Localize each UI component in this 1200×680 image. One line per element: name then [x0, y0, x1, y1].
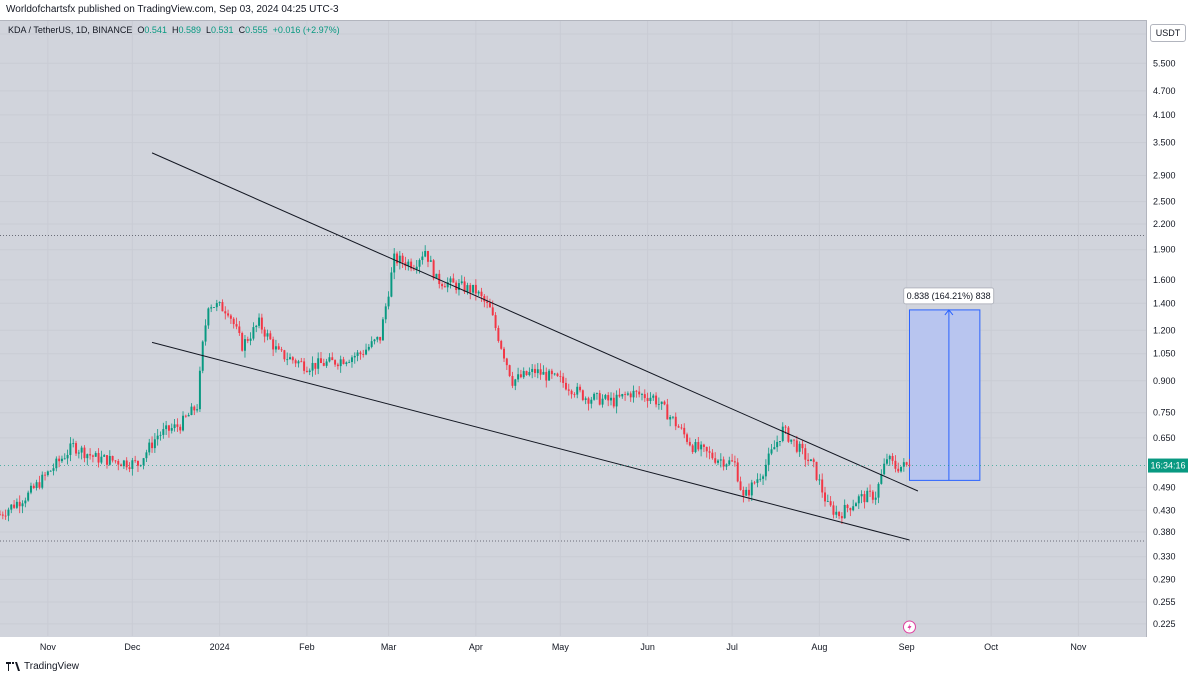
high-label: H [171, 25, 179, 35]
low-value: 0.531 [211, 25, 234, 35]
open-value: 0.541 [144, 25, 167, 35]
open-label: O [137, 25, 145, 35]
symbol-label[interactable]: KDA / TetherUS, 1D, BINANCE [8, 25, 133, 35]
close-label: C [238, 25, 246, 35]
currency-button[interactable]: USDT [1150, 24, 1186, 42]
publisher-line: Worldofchartsfx published on TradingView… [6, 4, 339, 15]
low-label: L [206, 25, 212, 35]
change-value: +0.016 (+2.97%) [272, 25, 340, 35]
tradingview-logo-icon [6, 662, 20, 671]
high-value: 0.589 [178, 25, 201, 35]
close-value: 0.555 [245, 25, 268, 35]
price-axis[interactable] [1146, 20, 1200, 637]
footer-brand: TradingView [24, 661, 80, 672]
footer: TradingView [6, 661, 79, 672]
time-axis[interactable] [0, 637, 1146, 657]
ohlc-legend: KDA / TetherUS, 1D, BINANCE O0.541 H0.58… [8, 25, 340, 35]
chart-pane[interactable] [0, 20, 1146, 639]
